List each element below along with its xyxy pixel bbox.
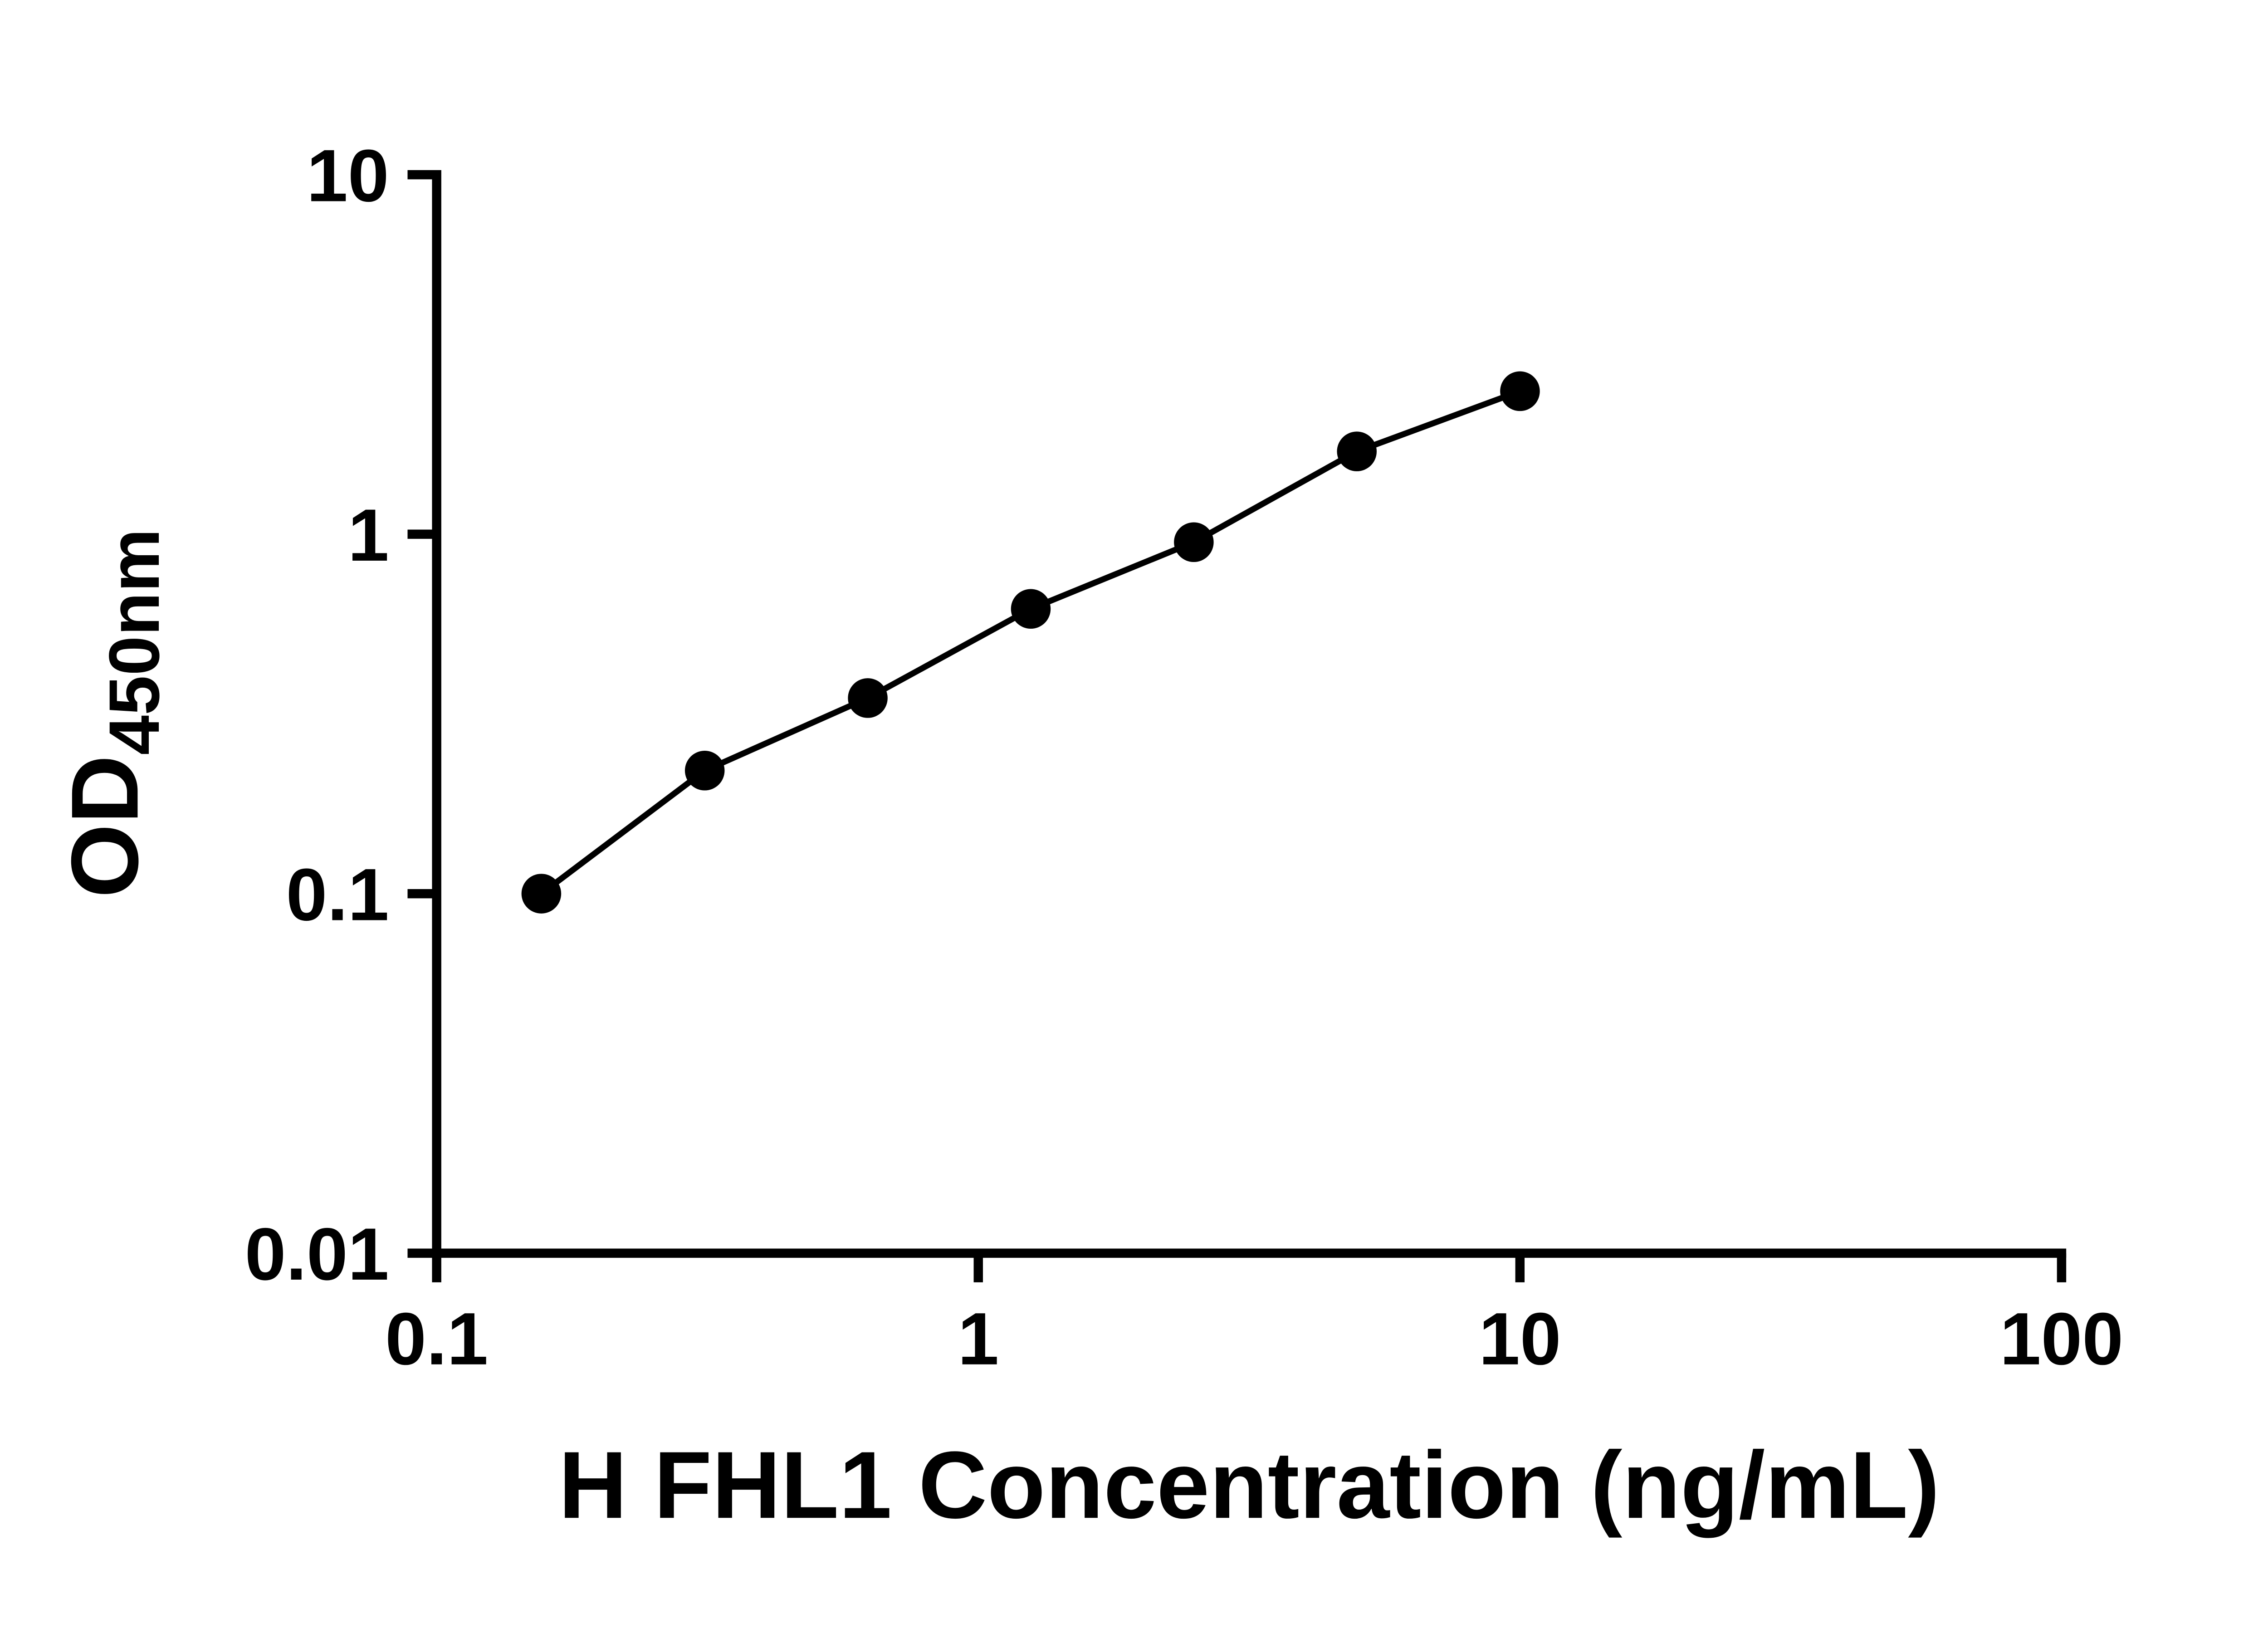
x-axis-title: H FHL1 Concentration (ng/mL) [558,1432,1940,1538]
axis-lines [432,170,2067,1258]
data-point [1174,522,1214,562]
x-axis-tick-label: 0.1 [385,1297,488,1380]
data-point [1337,431,1377,471]
y-axis-tick-label: 0.01 [245,1213,389,1296]
standard-curve-line [539,388,1521,896]
x-axis-tick-label: 100 [2000,1297,2124,1380]
x-axis-tick-label: 1 [958,1297,999,1380]
y-axis-title-main: OD [51,755,158,898]
data-point [521,874,562,914]
y-axis-tick-label: 0.1 [286,853,389,936]
y-axis-tick-label: 10 [307,134,389,217]
y-axis-title-sub: 450nm [94,528,174,755]
data-point [848,678,888,718]
x-axis-tick-label: 10 [1479,1297,1561,1380]
data-point [1500,371,1540,411]
y-axis-title: OD450nm [51,528,174,898]
data-point [684,751,725,791]
data-point [1011,589,1051,629]
y-axis-tick-label: 1 [348,494,389,577]
